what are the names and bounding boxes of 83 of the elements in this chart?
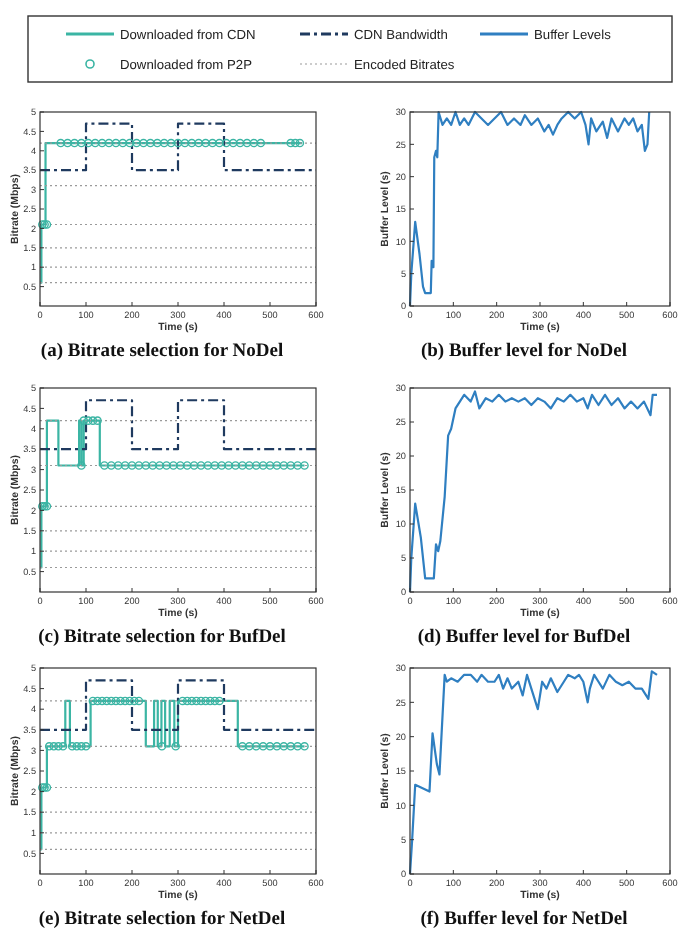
point [187,696,197,706]
point [116,696,125,706]
point [157,741,167,751]
point [286,461,295,470]
point [279,461,289,470]
point [182,461,192,470]
point [44,741,54,751]
point [178,696,187,706]
point [84,416,93,425]
point [93,696,102,706]
point [300,741,309,751]
point [171,741,180,751]
point [102,696,111,706]
text: (d) Buffer level for BufDel [417,628,631,648]
point [293,461,302,470]
point [169,461,178,470]
point [113,461,123,470]
point [162,461,171,470]
point [155,461,164,470]
point [130,696,139,706]
point [79,416,88,425]
point [77,461,86,470]
point [272,461,282,470]
point [215,696,224,706]
point [77,741,86,751]
point [120,461,130,470]
point [205,696,215,706]
point [72,741,82,751]
point [251,741,261,751]
point [245,741,254,751]
point [120,696,130,706]
point [97,696,107,706]
point [217,461,226,470]
text: (b) Buffer level for NoDel [420,342,628,362]
point [210,696,220,706]
text: (c) Bitrate selection for BufDel [38,628,287,648]
point [111,696,121,706]
point [265,741,275,751]
point [54,741,63,751]
point [81,741,91,751]
point [42,783,52,792]
point [265,461,275,470]
point [192,696,201,706]
point [107,696,116,706]
text: (e) Bitrate selection for NetDel [38,910,286,930]
point [224,461,233,470]
point [88,696,98,706]
point [300,461,309,470]
point [238,461,247,470]
point [93,416,102,425]
point [127,461,137,470]
point [58,741,68,751]
point [100,461,109,470]
point [107,461,116,470]
point [245,461,254,470]
point [293,741,302,751]
point [134,461,144,470]
point [258,461,268,470]
point [148,461,157,470]
point [210,461,220,470]
point [88,416,98,425]
text: (f) Buffer level for NetDel [420,910,629,930]
point [201,696,210,706]
text: (a) Bitrate selection for NoDel [40,342,284,362]
point [141,461,151,470]
point [196,696,206,706]
point [279,741,289,751]
point [286,741,295,751]
point [251,461,261,470]
point [238,741,247,751]
point [272,741,282,751]
point [42,502,52,511]
point [176,461,185,470]
point [182,696,192,706]
point [134,696,144,706]
point [231,461,240,470]
point [203,461,213,470]
point [196,461,206,470]
point [258,741,268,751]
point [189,461,199,470]
point [125,696,134,706]
point [67,741,77,751]
point [49,741,59,751]
